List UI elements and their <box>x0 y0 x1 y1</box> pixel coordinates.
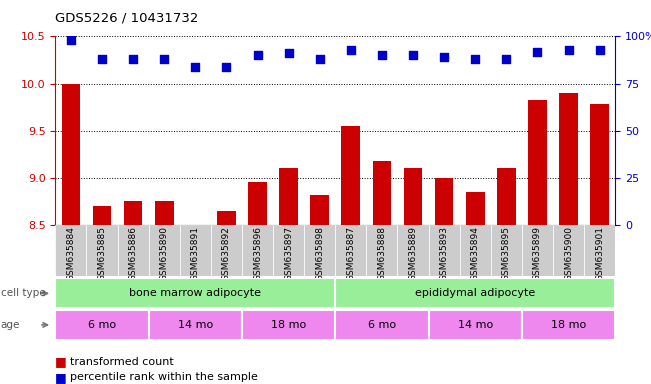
Text: ■: ■ <box>55 371 71 384</box>
Text: GSM635901: GSM635901 <box>595 226 604 281</box>
Text: transformed count: transformed count <box>70 357 173 367</box>
Point <box>533 48 543 55</box>
Bar <box>528 101 547 225</box>
Text: GDS5226 / 10431732: GDS5226 / 10431732 <box>55 12 199 25</box>
FancyBboxPatch shape <box>55 310 148 340</box>
Bar <box>92 206 111 225</box>
Bar <box>559 93 578 225</box>
FancyBboxPatch shape <box>398 225 428 276</box>
FancyBboxPatch shape <box>242 310 335 340</box>
Point <box>408 52 418 58</box>
Point <box>283 50 294 56</box>
FancyBboxPatch shape <box>553 225 584 276</box>
FancyBboxPatch shape <box>335 225 367 276</box>
Text: GSM635896: GSM635896 <box>253 226 262 281</box>
Text: 14 mo: 14 mo <box>178 320 213 330</box>
Bar <box>155 201 174 225</box>
FancyBboxPatch shape <box>367 225 398 276</box>
FancyBboxPatch shape <box>522 225 553 276</box>
Text: age: age <box>1 320 20 330</box>
Bar <box>497 168 516 225</box>
Text: GSM635891: GSM635891 <box>191 226 200 281</box>
Text: GSM635894: GSM635894 <box>471 226 480 281</box>
Bar <box>62 84 80 225</box>
Bar <box>342 126 360 225</box>
Text: epididymal adipocyte: epididymal adipocyte <box>415 288 535 298</box>
FancyBboxPatch shape <box>55 278 335 308</box>
Bar <box>217 210 236 225</box>
Text: 18 mo: 18 mo <box>551 320 586 330</box>
Text: GSM635887: GSM635887 <box>346 226 355 281</box>
Point <box>346 46 356 53</box>
Bar <box>124 201 143 225</box>
FancyBboxPatch shape <box>335 278 615 308</box>
FancyBboxPatch shape <box>87 225 118 276</box>
Point <box>470 56 480 62</box>
FancyBboxPatch shape <box>460 225 491 276</box>
Text: GSM635885: GSM635885 <box>98 226 107 281</box>
FancyBboxPatch shape <box>55 225 87 276</box>
Text: GSM635893: GSM635893 <box>439 226 449 281</box>
FancyBboxPatch shape <box>335 310 428 340</box>
Text: GSM635886: GSM635886 <box>129 226 137 281</box>
Text: percentile rank within the sample: percentile rank within the sample <box>70 372 258 382</box>
Text: 6 mo: 6 mo <box>368 320 396 330</box>
Text: GSM635899: GSM635899 <box>533 226 542 281</box>
Point <box>66 37 76 43</box>
Point <box>594 46 605 53</box>
Bar <box>404 168 422 225</box>
Bar <box>372 161 391 225</box>
FancyBboxPatch shape <box>211 225 242 276</box>
Bar <box>466 192 484 225</box>
FancyBboxPatch shape <box>148 225 180 276</box>
Text: GSM635895: GSM635895 <box>502 226 511 281</box>
Text: GSM635890: GSM635890 <box>159 226 169 281</box>
Bar <box>279 168 298 225</box>
FancyBboxPatch shape <box>491 225 522 276</box>
Point <box>128 56 138 62</box>
Point <box>314 56 325 62</box>
FancyBboxPatch shape <box>584 225 615 276</box>
Text: bone marrow adipocyte: bone marrow adipocyte <box>130 288 261 298</box>
FancyBboxPatch shape <box>118 225 148 276</box>
Point <box>563 46 574 53</box>
Bar <box>435 178 454 225</box>
FancyBboxPatch shape <box>428 225 460 276</box>
FancyBboxPatch shape <box>148 310 242 340</box>
Text: ■: ■ <box>55 355 71 368</box>
Point <box>439 54 449 60</box>
FancyBboxPatch shape <box>428 310 522 340</box>
Text: GSM635897: GSM635897 <box>284 226 293 281</box>
Point <box>159 56 169 62</box>
Bar <box>590 104 609 225</box>
Text: 14 mo: 14 mo <box>458 320 493 330</box>
Text: 18 mo: 18 mo <box>271 320 306 330</box>
Text: GSM635892: GSM635892 <box>222 226 231 281</box>
Point <box>253 52 263 58</box>
Text: 6 mo: 6 mo <box>88 320 116 330</box>
Text: GSM635888: GSM635888 <box>378 226 387 281</box>
Text: GSM635889: GSM635889 <box>409 226 417 281</box>
Text: GSM635898: GSM635898 <box>315 226 324 281</box>
Point <box>377 52 387 58</box>
Point <box>501 56 512 62</box>
FancyBboxPatch shape <box>180 225 211 276</box>
Point <box>190 63 201 70</box>
Point <box>221 63 232 70</box>
Text: GSM635900: GSM635900 <box>564 226 573 281</box>
Text: cell type: cell type <box>1 288 46 298</box>
Bar <box>248 182 267 225</box>
FancyBboxPatch shape <box>304 225 335 276</box>
Bar <box>311 195 329 225</box>
FancyBboxPatch shape <box>242 225 273 276</box>
FancyBboxPatch shape <box>522 310 615 340</box>
Point <box>97 56 107 62</box>
Text: GSM635884: GSM635884 <box>66 226 76 281</box>
FancyBboxPatch shape <box>273 225 304 276</box>
